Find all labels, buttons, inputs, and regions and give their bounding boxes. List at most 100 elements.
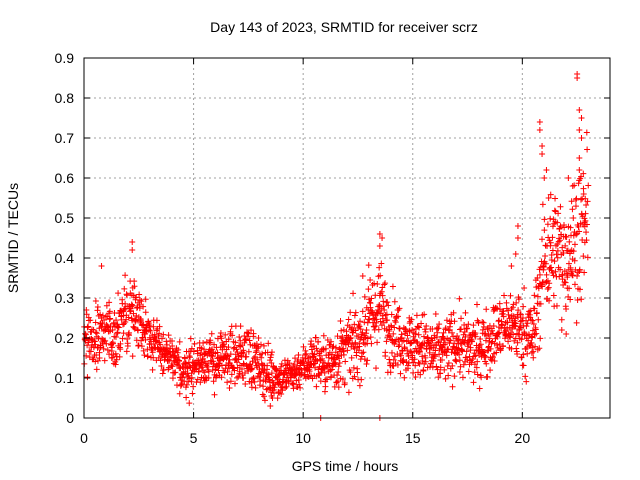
data-point [422, 358, 429, 365]
data-point [578, 135, 585, 141]
data-point [531, 305, 538, 312]
data-point [218, 374, 225, 381]
data-point [563, 234, 570, 241]
data-point [580, 170, 587, 177]
data-point [453, 358, 460, 365]
data-point [186, 363, 193, 370]
data-point [278, 363, 285, 370]
data-point [204, 360, 211, 367]
data-point [557, 203, 564, 210]
data-point [390, 339, 397, 346]
data-point [449, 362, 456, 369]
data-point [92, 358, 99, 365]
data-point [404, 332, 411, 339]
data-point [457, 363, 464, 370]
data-point [474, 371, 481, 378]
data-point [96, 349, 103, 356]
data-point [88, 335, 95, 342]
data-point [364, 335, 371, 342]
data-point [249, 366, 256, 372]
data-point [248, 365, 255, 372]
data-point [150, 323, 157, 330]
data-point [256, 374, 263, 381]
data-point [514, 223, 521, 229]
data-point [472, 352, 479, 359]
data-point [534, 275, 541, 282]
data-point [332, 344, 339, 351]
data-point [295, 352, 302, 359]
data-point [568, 198, 575, 205]
data-point [465, 368, 472, 375]
data-point [382, 280, 389, 287]
data-point [132, 317, 139, 324]
data-point [532, 326, 539, 333]
data-point [565, 175, 572, 181]
data-point [461, 328, 468, 335]
data-point [558, 316, 565, 323]
data-point [550, 272, 557, 279]
data-point [328, 338, 335, 345]
data-point [158, 335, 165, 342]
data-point [92, 319, 99, 326]
y-tick-label: 0 [66, 410, 74, 426]
data-point [413, 312, 420, 319]
data-point [345, 316, 352, 323]
data-point [237, 337, 244, 344]
data-point [530, 321, 537, 328]
data-point [227, 378, 234, 385]
data-point [241, 339, 248, 346]
data-point [125, 314, 132, 321]
data-point [252, 384, 259, 391]
data-point [373, 365, 380, 372]
data-point [205, 374, 212, 381]
data-point [185, 372, 192, 379]
data-point [348, 354, 355, 361]
data-point [135, 342, 142, 349]
data-point [433, 363, 440, 370]
data-point [359, 272, 366, 279]
data-point [476, 385, 483, 392]
data-point [569, 206, 576, 213]
data-point [200, 340, 207, 347]
data-point [164, 356, 171, 363]
data-point [569, 272, 576, 279]
data-point [379, 292, 386, 299]
data-point [423, 323, 430, 330]
data-point [441, 366, 448, 373]
data-point [389, 283, 396, 290]
data-point [372, 322, 379, 329]
data-point [522, 373, 529, 380]
data-point [252, 349, 259, 356]
data-point [397, 335, 404, 342]
axis-ticks [83, 57, 610, 419]
data-point [398, 352, 405, 359]
data-point [141, 352, 148, 359]
data-point [527, 307, 534, 314]
data-point [479, 326, 486, 333]
data-point [416, 324, 423, 331]
data-point [253, 347, 260, 354]
data-point [335, 363, 342, 370]
data-point [561, 278, 568, 285]
data-point [378, 260, 385, 267]
data-point [580, 253, 587, 260]
data-point [576, 167, 583, 173]
data-point [187, 335, 194, 342]
data-point [230, 345, 237, 352]
data-point [250, 375, 257, 382]
data-point [524, 320, 531, 327]
data-point [241, 369, 248, 376]
x-tick-label: 15 [405, 430, 421, 446]
data-point [355, 322, 362, 329]
data-point [548, 251, 555, 258]
data-point [496, 341, 503, 348]
data-point [237, 323, 244, 330]
data-point [512, 315, 519, 322]
data-point [227, 328, 234, 335]
data-point [345, 341, 352, 348]
data-point [268, 359, 275, 366]
data-point [571, 257, 578, 264]
data-point [338, 327, 345, 334]
data-point [208, 352, 215, 359]
data-point [107, 323, 114, 330]
